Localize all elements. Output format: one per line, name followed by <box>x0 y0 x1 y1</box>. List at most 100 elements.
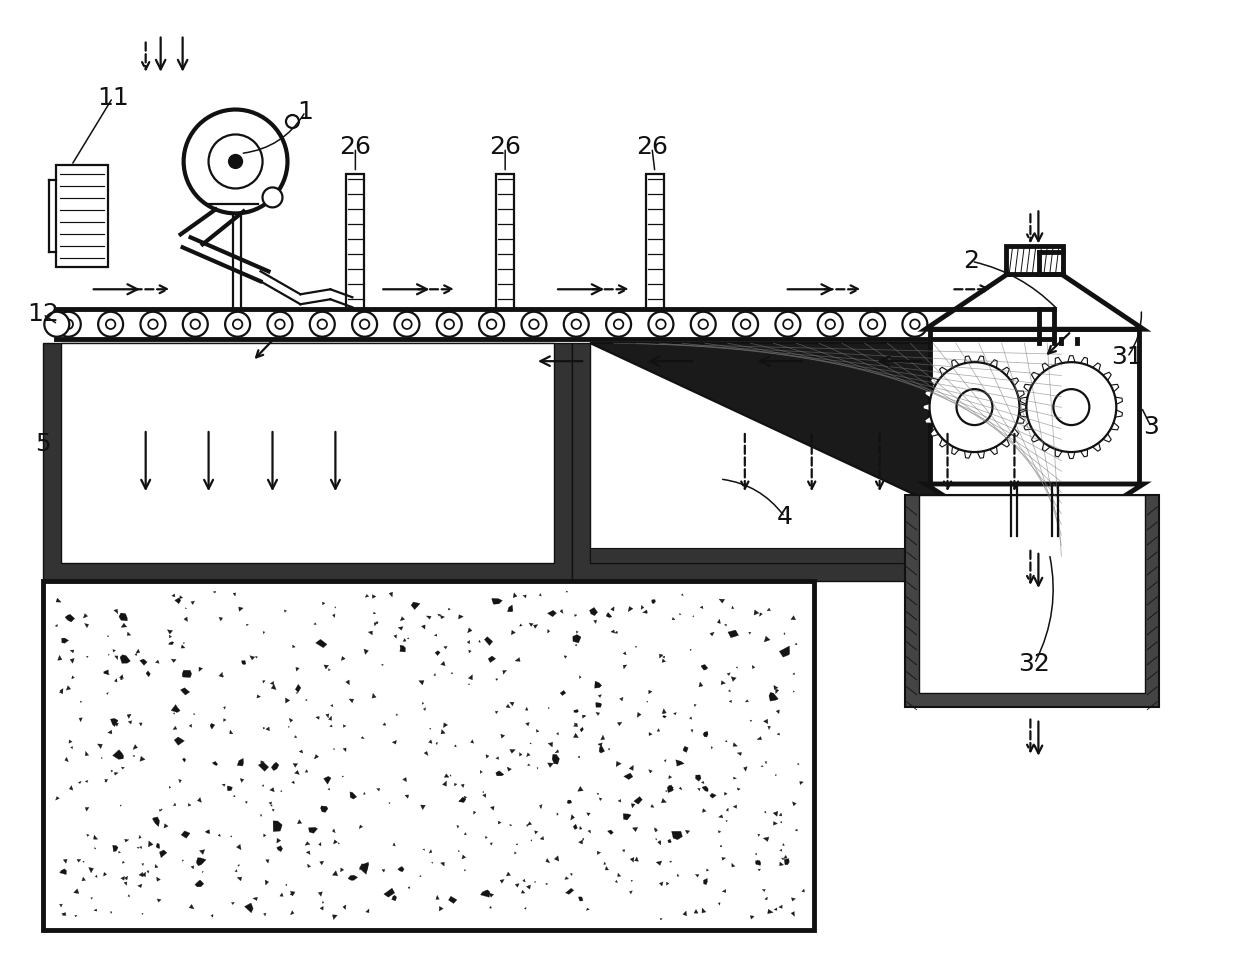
Polygon shape <box>658 841 660 845</box>
Polygon shape <box>320 861 323 865</box>
Polygon shape <box>239 607 243 611</box>
Polygon shape <box>545 859 550 862</box>
Polygon shape <box>104 872 107 876</box>
Polygon shape <box>155 864 159 868</box>
Polygon shape <box>237 844 242 850</box>
Polygon shape <box>1111 396 1123 406</box>
Polygon shape <box>119 613 128 621</box>
Polygon shape <box>247 624 249 626</box>
Polygon shape <box>605 866 608 870</box>
Polygon shape <box>108 730 112 734</box>
Polygon shape <box>606 612 612 617</box>
Polygon shape <box>548 742 553 747</box>
Polygon shape <box>725 793 727 796</box>
Polygon shape <box>213 762 218 766</box>
Polygon shape <box>186 608 187 609</box>
Polygon shape <box>71 746 73 749</box>
Polygon shape <box>233 593 235 596</box>
Polygon shape <box>138 884 142 888</box>
Polygon shape <box>620 698 623 701</box>
Circle shape <box>1026 362 1116 453</box>
Polygon shape <box>119 851 120 853</box>
Polygon shape <box>119 674 124 678</box>
Polygon shape <box>113 845 118 852</box>
Polygon shape <box>535 830 538 834</box>
Polygon shape <box>444 646 447 649</box>
Polygon shape <box>650 804 654 807</box>
Polygon shape <box>152 817 160 827</box>
Polygon shape <box>952 443 961 454</box>
Polygon shape <box>679 613 681 614</box>
Polygon shape <box>171 704 180 712</box>
Polygon shape <box>136 649 140 653</box>
Polygon shape <box>219 617 223 621</box>
Circle shape <box>564 312 589 336</box>
Circle shape <box>352 312 377 336</box>
Polygon shape <box>178 779 181 783</box>
Polygon shape <box>924 391 935 400</box>
Polygon shape <box>799 781 803 785</box>
Polygon shape <box>59 869 67 875</box>
Polygon shape <box>305 842 310 845</box>
Polygon shape <box>104 670 108 674</box>
Text: 32: 32 <box>1018 652 1051 675</box>
Polygon shape <box>733 742 737 746</box>
Polygon shape <box>323 776 331 784</box>
Polygon shape <box>629 766 633 770</box>
Polygon shape <box>524 907 527 909</box>
Circle shape <box>310 312 335 336</box>
Polygon shape <box>655 838 657 840</box>
Bar <box>572 343 1079 580</box>
Polygon shape <box>284 610 286 612</box>
Polygon shape <box>161 809 162 810</box>
Polygon shape <box>528 822 532 826</box>
Polygon shape <box>748 632 751 634</box>
Polygon shape <box>188 803 191 806</box>
Polygon shape <box>976 356 985 366</box>
Polygon shape <box>628 607 633 611</box>
Polygon shape <box>273 821 282 831</box>
Polygon shape <box>665 791 667 792</box>
Polygon shape <box>553 754 560 765</box>
Polygon shape <box>783 856 787 859</box>
Polygon shape <box>69 740 72 743</box>
Polygon shape <box>343 748 346 752</box>
Polygon shape <box>328 669 331 671</box>
Polygon shape <box>384 889 395 897</box>
Polygon shape <box>575 723 576 725</box>
Polygon shape <box>71 658 74 664</box>
Circle shape <box>394 312 420 336</box>
Polygon shape <box>85 780 88 782</box>
Polygon shape <box>611 630 615 633</box>
Polygon shape <box>498 821 502 824</box>
Polygon shape <box>577 787 584 792</box>
Polygon shape <box>757 860 761 864</box>
Polygon shape <box>798 764 799 766</box>
Polygon shape <box>123 861 124 863</box>
Polygon shape <box>434 634 437 637</box>
Polygon shape <box>509 703 514 705</box>
Polygon shape <box>77 860 81 862</box>
Polygon shape <box>462 855 466 859</box>
Polygon shape <box>574 723 577 727</box>
Text: 12: 12 <box>27 302 58 327</box>
Polygon shape <box>641 606 644 610</box>
Polygon shape <box>1007 425 1018 436</box>
Polygon shape <box>1042 440 1053 452</box>
Polygon shape <box>316 640 327 647</box>
Polygon shape <box>372 595 375 599</box>
Circle shape <box>437 312 462 336</box>
Polygon shape <box>280 791 282 792</box>
Polygon shape <box>672 617 675 620</box>
Polygon shape <box>623 665 627 669</box>
Polygon shape <box>489 906 492 908</box>
Polygon shape <box>527 885 530 890</box>
Polygon shape <box>294 735 296 737</box>
Polygon shape <box>240 778 244 782</box>
Polygon shape <box>488 656 496 663</box>
Polygon shape <box>548 610 556 616</box>
Polygon shape <box>128 632 131 636</box>
Polygon shape <box>306 851 310 855</box>
Polygon shape <box>580 675 581 678</box>
Polygon shape <box>156 877 160 882</box>
